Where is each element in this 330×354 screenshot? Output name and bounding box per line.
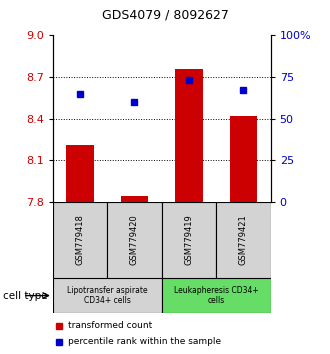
Text: GSM779421: GSM779421	[239, 215, 248, 265]
FancyBboxPatch shape	[107, 202, 162, 278]
Bar	[230, 116, 257, 202]
Bar	[66, 145, 94, 202]
Text: Lipotransfer aspirate
CD34+ cells: Lipotransfer aspirate CD34+ cells	[67, 286, 148, 305]
Bar	[121, 196, 148, 202]
FancyBboxPatch shape	[162, 202, 216, 278]
Text: GSM779420: GSM779420	[130, 215, 139, 265]
Text: Leukapheresis CD34+
cells: Leukapheresis CD34+ cells	[174, 286, 258, 305]
Text: GSM779418: GSM779418	[76, 215, 84, 265]
FancyBboxPatch shape	[53, 278, 162, 313]
FancyBboxPatch shape	[53, 202, 107, 278]
Text: cell type: cell type	[3, 291, 48, 301]
Text: percentile rank within the sample: percentile rank within the sample	[68, 337, 221, 346]
FancyBboxPatch shape	[162, 278, 271, 313]
Text: GDS4079 / 8092627: GDS4079 / 8092627	[102, 9, 228, 22]
Text: transformed count: transformed count	[68, 321, 152, 330]
FancyBboxPatch shape	[216, 202, 271, 278]
Text: GSM779419: GSM779419	[184, 215, 193, 265]
Bar	[175, 69, 203, 202]
